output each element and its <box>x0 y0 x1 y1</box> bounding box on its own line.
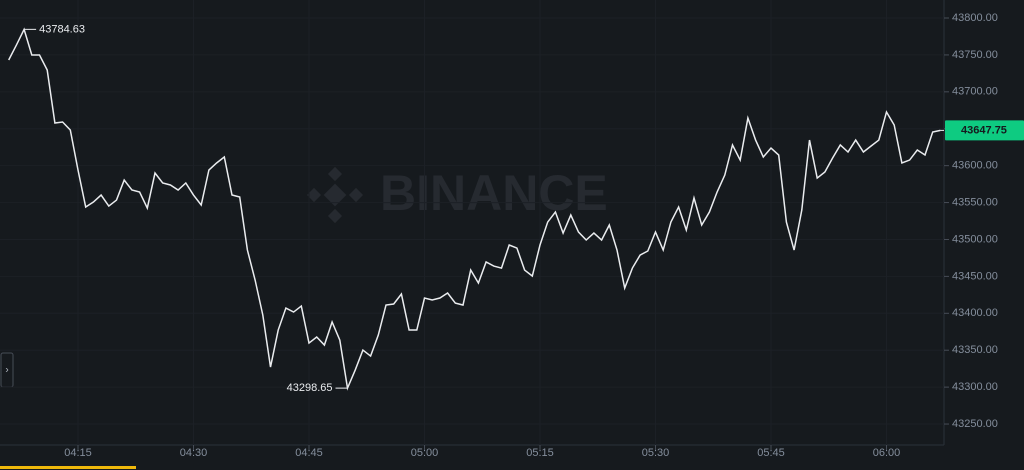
y-tick-label: 43750.00 <box>952 49 998 61</box>
x-tick-label: 04:15 <box>64 447 92 459</box>
y-tick-label: 43300.00 <box>952 381 998 393</box>
y-tick-label: 43800.00 <box>952 12 998 24</box>
last-price: 43647.75 <box>961 124 1007 136</box>
y-tick-label: 43350.00 <box>952 344 998 356</box>
x-tick-label: 04:45 <box>295 447 323 459</box>
y-tick-label: 43400.00 <box>952 307 998 319</box>
price-line <box>8 27 941 391</box>
x-tick-label: 05:00 <box>411 447 439 459</box>
y-tick-label: 43500.00 <box>952 233 998 245</box>
y-tick-label: 43600.00 <box>952 160 998 172</box>
y-tick-label: 43550.00 <box>952 196 998 208</box>
watermark-logo <box>306 166 364 224</box>
watermark: BINANCE <box>380 165 608 221</box>
x-tick-label: 05:15 <box>526 447 554 459</box>
y-tick-label: 43450.00 <box>952 270 998 282</box>
x-tick-label: 05:45 <box>757 447 785 459</box>
last-price-tag <box>945 120 1024 141</box>
x-tick-label: 05:30 <box>642 447 670 459</box>
y-tick-label: 43700.00 <box>952 86 998 98</box>
annotation: 43784.63 <box>39 23 85 35</box>
expand-icon: › <box>5 365 8 376</box>
scroll-indicator <box>0 466 136 469</box>
y-tick-label: 43250.00 <box>952 418 998 430</box>
annotation: 43298.65 <box>287 382 333 394</box>
x-tick-label: 04:30 <box>180 447 208 459</box>
x-tick-label: 06:00 <box>873 447 901 459</box>
